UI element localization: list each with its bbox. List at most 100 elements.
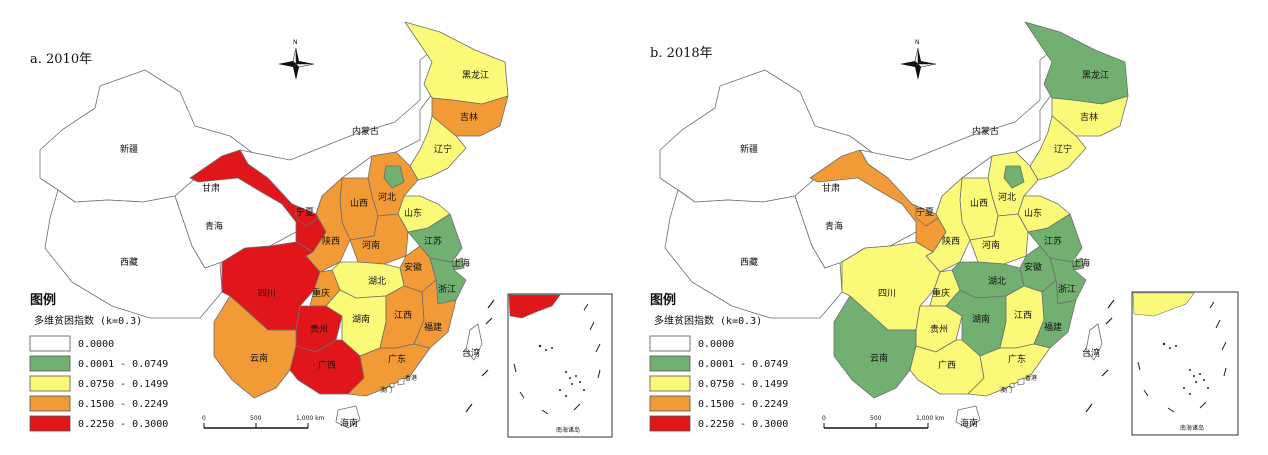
province-taiwan	[1085, 323, 1103, 361]
label-neimenggu: 内蒙古	[972, 125, 999, 137]
label-qinghai: 青海	[825, 220, 843, 232]
scale-tick-0: 0	[202, 415, 206, 422]
province-liaoning	[1029, 115, 1087, 181]
legend-item-4: 0.2250 - 0.3000	[29, 415, 168, 432]
label-anhui: 安徽	[1024, 261, 1042, 273]
legend-item-4: 0.2250 - 0.3000	[649, 415, 788, 432]
label-yunnan: 云南	[250, 352, 268, 364]
coastline-fragments	[1085, 299, 1115, 413]
legend-item-0: 0.0000	[649, 335, 734, 352]
north-arrow-icon: N	[900, 39, 937, 80]
legend-label-0: 0.0000	[698, 339, 734, 350]
legend-item-1: 0.0001 - 0.0749	[29, 355, 168, 372]
legend-label-1: 0.0001 - 0.0749	[698, 359, 788, 370]
china-map-2010: a. 2010年	[29, 21, 613, 438]
province-xizang	[664, 189, 843, 319]
label-jiangsu: 江苏	[424, 235, 442, 247]
legend-title: 图例	[30, 292, 56, 308]
province-hainan	[335, 405, 361, 429]
legend-label-3: 0.1500 - 0.2249	[698, 399, 788, 410]
label-hainan: 海南	[960, 417, 978, 429]
province-hainan	[955, 405, 981, 429]
label-guangdong: 广东	[1008, 353, 1026, 365]
legend-item-0: 0.0000	[29, 335, 114, 352]
legend-label-2: 0.0750 - 0.1499	[78, 379, 168, 390]
province-yunnan	[213, 295, 297, 399]
scale-tick-2: 1,000 km	[296, 415, 325, 422]
province-guangdong	[347, 343, 431, 397]
label-gansu: 甘肃	[822, 182, 840, 194]
provinces	[39, 21, 509, 429]
label-jilin: 吉林	[1080, 111, 1098, 123]
scale-bar: 0 500 1,000 km	[202, 415, 325, 429]
province-macau	[1009, 382, 1015, 389]
label-shanghai: 上海	[452, 257, 470, 269]
province-labels: 新疆 西藏 青海 甘肃 宁夏 内蒙古 黑龙江 吉林 辽宁 河北 山西 山东 陕西…	[740, 69, 1109, 429]
label-hongkong: 香港	[1025, 374, 1037, 382]
map-panel-2018: b. 2018年	[634, 0, 1268, 455]
label-anhui: 安徽	[404, 261, 422, 273]
province-neimenggu	[859, 43, 1061, 215]
label-jiangsu: 江苏	[1044, 235, 1062, 247]
label-macau: 澳门	[380, 386, 392, 394]
label-shandong: 山东	[404, 207, 422, 219]
province-shaanxi	[925, 177, 971, 273]
label-hebei: 河北	[998, 191, 1016, 203]
label-chongqing: 重庆	[932, 287, 950, 299]
label-hunan: 湖南	[352, 313, 370, 325]
legend-label-0: 0.0000	[78, 339, 114, 350]
scale-bar: 0 500 1,000 km	[822, 415, 945, 429]
panel-title: b. 2018年	[650, 46, 713, 61]
label-shaanxi: 陕西	[322, 235, 340, 247]
label-zhejiang: 浙江	[1058, 283, 1076, 295]
label-hongkong: 香港	[405, 374, 417, 382]
label-shandong: 山东	[1024, 207, 1042, 219]
legend-item-2: 0.0750 - 0.1499	[649, 375, 788, 392]
label-fujian: 福建	[424, 321, 442, 333]
legend-label-3: 0.1500 - 0.2249	[78, 399, 168, 410]
label-taiwan: 台湾	[462, 347, 480, 359]
province-hongkong	[397, 377, 405, 386]
scale-tick-2: 1,000 km	[916, 415, 945, 422]
scale-tick-1: 500	[870, 415, 882, 422]
legend-label-1: 0.0001 - 0.0749	[78, 359, 168, 370]
legend-label-2: 0.0750 - 0.1499	[698, 379, 788, 390]
label-gansu: 甘肃	[202, 182, 220, 194]
province-fujian	[413, 279, 457, 349]
province-guangdong	[967, 343, 1051, 397]
label-macau: 澳门	[1000, 386, 1012, 394]
label-henan: 河南	[982, 239, 1000, 251]
label-shaanxi: 陕西	[942, 235, 960, 247]
label-fujian: 福建	[1044, 321, 1062, 333]
province-beijing	[1003, 165, 1025, 189]
provinces: 新疆 西藏 青海 甘肃 宁夏 内蒙古 黑龙江 吉林 辽宁 河北 山西 山东 陕西…	[659, 21, 1129, 429]
label-taiwan: 台湾	[1082, 347, 1100, 359]
legend-label-4: 0.2250 - 0.3000	[78, 419, 168, 430]
label-hubei: 湖北	[988, 276, 1006, 287]
north-label: N	[915, 39, 920, 46]
coastline-fragments	[465, 299, 495, 413]
label-sichuan: 四川	[878, 289, 896, 299]
label-guangdong: 广东	[388, 353, 406, 365]
legend-subtitle: 多维贫困指数 (k=0.3)	[34, 314, 142, 327]
label-guizhou: 贵州	[930, 323, 948, 335]
label-hebei: 河北	[378, 191, 396, 203]
label-zhejiang: 浙江	[438, 283, 456, 295]
label-liaoning: 辽宁	[434, 143, 452, 155]
label-hunan: 湖南	[972, 313, 990, 325]
label-yunnan: 云南	[870, 352, 888, 364]
legend-item-2: 0.0750 - 0.1499	[29, 375, 168, 392]
label-guangxi: 广西	[938, 359, 956, 371]
inset-label: 南海诸岛	[1180, 424, 1204, 432]
label-xinjiang: 新疆	[740, 143, 758, 155]
legend-item-1: 0.0001 - 0.0749	[649, 355, 788, 372]
legend: 图例 多维贫困指数 (k=0.3) 0.0000 0.0001 - 0.0749…	[649, 292, 788, 432]
label-sichuan: 四川	[258, 289, 276, 299]
province-shaanxi	[305, 177, 351, 273]
province-beijing	[383, 165, 405, 189]
label-xinjiang: 新疆	[120, 143, 138, 155]
legend-title: 图例	[650, 292, 676, 308]
legend-subtitle: 多维贫困指数 (k=0.3)	[654, 314, 762, 327]
label-xizang: 西藏	[120, 256, 138, 268]
label-jiangxi: 江西	[1014, 310, 1032, 321]
